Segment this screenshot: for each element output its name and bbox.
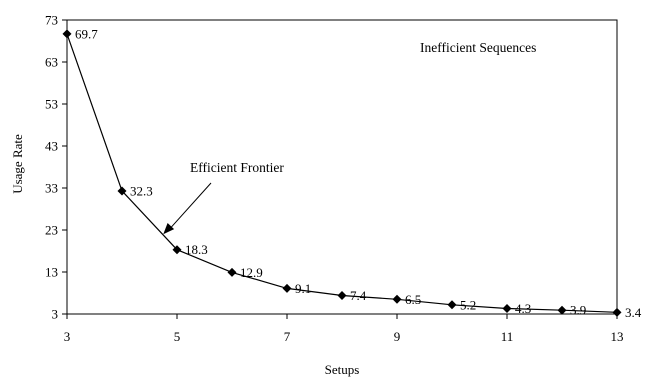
plot-area [66,19,618,315]
data-point [612,307,622,317]
annotations: Inefficient Sequences Efficient Frontier [163,40,536,235]
frontier-arrow-head [163,223,175,235]
data-point [392,294,402,304]
data-point [282,283,292,293]
data-label: 12.9 [240,265,263,280]
y-tick-label: 53 [45,97,58,112]
x-tick-label: 5 [174,329,181,344]
y-tick-label: 33 [45,181,58,196]
y-tick-label: 13 [45,265,58,280]
data-label: 32.3 [130,183,153,198]
plot-border [66,19,618,315]
x-tick-label: 7 [284,329,291,344]
x-axis-title: Setups [325,362,360,377]
y-tick-label: 63 [45,55,58,70]
data-point [227,267,237,277]
inefficient-sequences-label: Inefficient Sequences [420,40,536,55]
y-axis-title: Usage Rate [10,134,25,194]
data-label: 7.4 [350,288,367,303]
data-label: 3.9 [570,303,586,318]
y-tick-label: 73 [45,13,58,28]
data-label: 4.3 [515,301,531,316]
data-point [337,291,347,301]
data-point [117,186,127,196]
data-point [172,245,182,255]
y-tick-label: 23 [45,223,58,238]
data-point [62,29,72,39]
data-label: 5.2 [460,297,476,312]
data-series: 69.7 32.3 18.3 12.9 9.1 7.4 6.5 5.2 4.3 3.9 3.4 [62,26,642,320]
x-tick-label: 9 [394,329,401,344]
x-axis: 3 5 7 9 11 13 [64,314,624,344]
series-line [66,33,618,313]
data-point [557,305,567,315]
data-label: 6.5 [405,292,421,307]
y-tick-label: 3 [52,307,59,322]
y-axis: 3 13 23 33 43 53 63 73 [45,13,67,322]
data-label: 69.7 [75,26,98,41]
efficient-frontier-label: Efficient Frontier [190,160,284,175]
x-tick-label: 11 [501,329,514,344]
data-label: 3.4 [625,305,642,320]
data-point [447,300,457,310]
data-label: 9.1 [295,281,311,296]
data-label: 18.3 [185,242,208,257]
x-tick-label: 3 [64,329,71,344]
data-point [502,304,512,314]
frontier-arrow-line [170,182,212,228]
y-tick-label: 43 [45,139,58,154]
x-tick-label: 13 [611,329,624,344]
